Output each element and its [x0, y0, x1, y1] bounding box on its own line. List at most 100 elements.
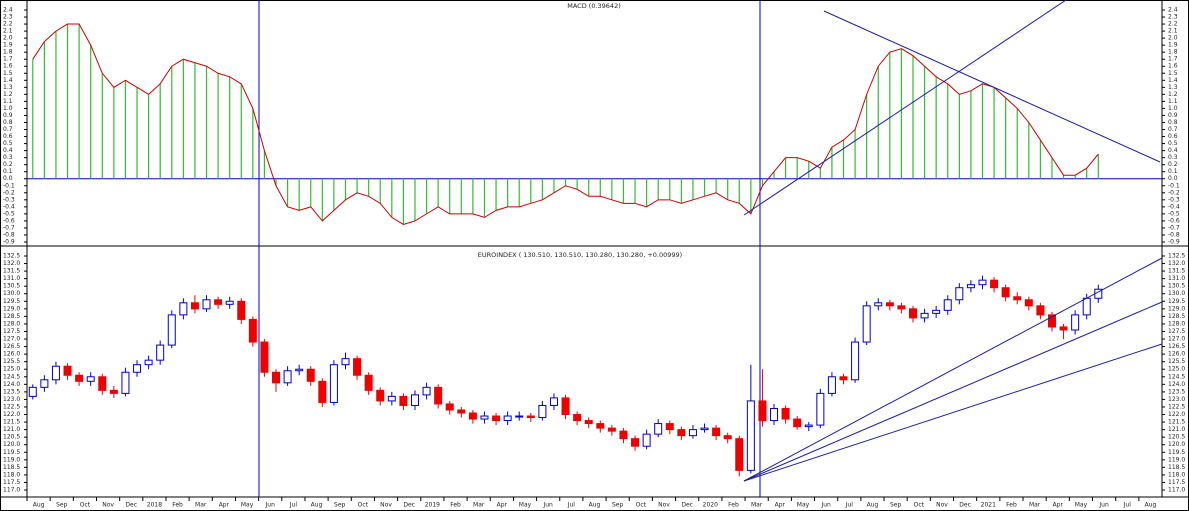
y-tick-label: 127.0 [3, 336, 20, 343]
x-tick-label: May [797, 502, 810, 509]
y-tick-label: 128.5 [1168, 313, 1185, 320]
y-tick-label: 0.1 [3, 168, 13, 175]
x-tick-label: Mar [1029, 502, 1041, 509]
y-tick-label: 117.5 [1168, 479, 1185, 486]
y-tick-label: 129.5 [1168, 298, 1185, 305]
y-tick-label: 125.0 [1168, 366, 1185, 373]
y-tick-label: 121.5 [3, 419, 20, 426]
x-tick-label: Jul [1123, 502, 1132, 509]
y-tick-label: -0.1 [1168, 182, 1180, 189]
candle-body [98, 376, 107, 391]
candle-body [827, 376, 836, 394]
candle-body [607, 427, 616, 432]
candle-body [214, 299, 223, 305]
y-tick-label: 117.0 [3, 487, 20, 494]
x-tick-label: Jun [265, 502, 276, 509]
y-tick-label: -0.5 [1168, 210, 1180, 217]
y-tick-label: -0.8 [1168, 231, 1180, 238]
y-tick-label: 119.5 [3, 449, 20, 456]
candle-body [549, 397, 558, 406]
y-tick-label: -0.6 [1168, 217, 1180, 224]
y-tick-label: 125.5 [1168, 358, 1185, 365]
candle-body [804, 424, 813, 428]
y-tick-label: -0.7 [1168, 224, 1180, 231]
y-tick-label: 118.5 [3, 464, 20, 471]
y-tick-label: 118.0 [1168, 471, 1185, 478]
x-tick-label: Oct [914, 502, 925, 509]
candle-body [526, 415, 535, 419]
y-tick-label: 126.0 [1168, 351, 1185, 358]
candle-body [422, 386, 431, 396]
y-tick-label: -0.3 [3, 196, 15, 203]
x-tick-label: Dec [681, 502, 693, 509]
y-tick-label: 2.1 [3, 28, 13, 35]
x-tick-label: Nov [380, 502, 392, 509]
y-tick-label: 119.5 [1168, 449, 1185, 456]
x-tick-label: Jun [820, 502, 831, 509]
candle-body [295, 368, 304, 372]
candle-body [260, 341, 269, 373]
y-tick-label: 1.7 [3, 56, 13, 63]
candle-body [966, 284, 975, 289]
y-tick-label: 0.4 [3, 147, 13, 154]
y-tick-label: 0.7 [3, 126, 13, 133]
candle-body [399, 395, 408, 406]
y-tick-label: 129.5 [3, 298, 20, 305]
candle-body [700, 427, 709, 431]
y-tick-label: 0.8 [1168, 119, 1178, 126]
y-tick-label: 126.5 [1168, 343, 1185, 350]
candle-body [341, 358, 350, 366]
candle-body [225, 300, 234, 305]
y-tick-label: 0.9 [3, 112, 13, 119]
x-tick-label: Feb [728, 502, 739, 509]
y-tick-label: 127.0 [1168, 336, 1185, 343]
y-tick-label: 123.0 [3, 396, 20, 403]
y-tick-label: -0.1 [3, 182, 15, 189]
candle-body [480, 415, 489, 420]
candle-body [445, 403, 454, 411]
candle-body [86, 376, 95, 382]
y-tick-label: 117.0 [1168, 487, 1185, 494]
trendline [823, 10, 1161, 163]
y-tick-label: 129.0 [1168, 305, 1185, 312]
y-tick-label: 129.0 [3, 305, 20, 312]
candle-body [40, 379, 49, 388]
candle-body [156, 344, 165, 361]
plot: -0.9 -0.9-0.8 -0.8-0.7 -0.7-0.6 -0.6-0.5 -0.5… [3, 7, 1185, 509]
x-tick-label: Feb [1006, 502, 1017, 509]
y-tick-label: 1.5 [3, 70, 13, 77]
y-tick-label: 1.5 [1168, 70, 1178, 77]
y-tick-label: 2.4 [3, 7, 13, 14]
y-tick-label: 126.5 [3, 343, 20, 350]
y-tick-label: 128.0 [3, 320, 20, 327]
candle-body [144, 359, 153, 366]
y-tick-label: 0.3 [3, 154, 13, 161]
candle-body [758, 400, 767, 422]
candle-body [851, 341, 860, 381]
y-tick-label: -0.6 [3, 217, 15, 224]
y-tick-label: -0.9 [1168, 239, 1180, 246]
candle-body [503, 415, 512, 422]
x-tick-label: Oct [80, 502, 91, 509]
y-tick-label: -0.4 [1168, 203, 1180, 210]
candle-body [793, 418, 802, 428]
candle-body [596, 423, 605, 429]
y-tick-label: 128.0 [1168, 320, 1185, 327]
candle-body [1071, 314, 1080, 331]
candle-body [237, 300, 246, 320]
x-tick-label: Oct [636, 502, 647, 509]
candle-body [387, 395, 396, 402]
x-tick-label: Aug [33, 502, 45, 509]
x-tick-label: Mar [195, 502, 207, 509]
candle-body [1024, 299, 1033, 307]
y-tick-label: 122.5 [1168, 403, 1185, 410]
y-tick-label: 118.0 [3, 471, 20, 478]
y-tick-label: 1.9 [3, 42, 13, 49]
trendlines [743, 0, 1163, 482]
candle-body [816, 392, 825, 426]
candle-body [283, 370, 292, 384]
y-tick-label: -0.4 [3, 203, 15, 210]
y-tick-label: 1.2 [3, 91, 13, 98]
x-tick-label: Dec [403, 502, 415, 509]
